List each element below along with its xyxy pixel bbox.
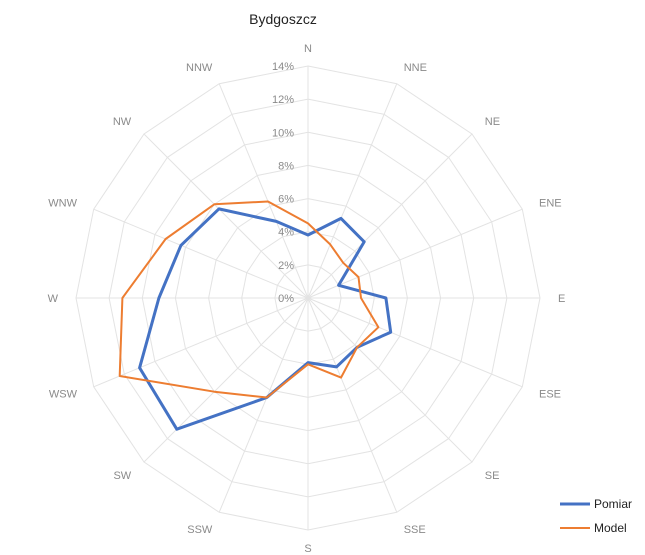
direction-label: W — [48, 293, 59, 305]
direction-label: S — [304, 543, 311, 555]
tick-label: 4% — [278, 227, 294, 239]
direction-label: WNW — [48, 197, 77, 209]
series-pomiar — [138, 207, 393, 431]
direction-label: NNW — [186, 62, 213, 74]
spoke-line — [143, 133, 309, 299]
direction-label: NNE — [404, 62, 427, 74]
direction-label: WSW — [49, 389, 78, 401]
spoke-line — [93, 297, 309, 388]
spoke-line — [93, 208, 309, 299]
tick-label: 2% — [278, 260, 294, 272]
direction-label: SSW — [187, 524, 213, 536]
chart-title: Bydgoszcz — [249, 11, 317, 27]
tick-label: 8% — [278, 160, 294, 172]
direction-labels: N NNE NE ENE E ESE SE SSE S SSW SW WSW W WNW NW NNW — [48, 43, 566, 555]
direction-label: SE — [485, 470, 500, 482]
direction-label: SSE — [404, 524, 426, 536]
tick-label: 14% — [272, 61, 294, 73]
spoke-line — [218, 83, 309, 299]
spoke-line — [307, 208, 523, 299]
spoke-line — [307, 297, 398, 513]
direction-label: NW — [113, 116, 132, 128]
direction-label: E — [558, 293, 565, 305]
direction-label: NE — [485, 116, 500, 128]
legend-label-model: Model — [594, 521, 627, 535]
spoke-line — [218, 297, 309, 513]
direction-label: ENE — [539, 197, 562, 209]
series-model — [118, 200, 380, 399]
spoke-line — [143, 297, 309, 463]
tick-label: 12% — [272, 94, 294, 106]
legend-label-pomiar: Pomiar — [594, 497, 632, 511]
direction-label: N — [304, 43, 312, 55]
tick-label: 0% — [278, 293, 294, 305]
spoke-line — [307, 133, 473, 299]
direction-label: SW — [113, 470, 131, 482]
tick-label: 6% — [278, 194, 294, 206]
radial-tick-labels: 0% 2% 4% 6% 8% 10% 12% 14% — [272, 61, 294, 305]
legend: Pomiar Model — [560, 497, 632, 535]
tick-label: 10% — [272, 127, 294, 139]
spoke-line — [307, 297, 473, 463]
grid — [75, 65, 541, 531]
spoke-line — [307, 83, 398, 299]
series-layer — [118, 200, 393, 431]
spoke-line — [307, 297, 523, 388]
direction-label: ESE — [539, 389, 561, 401]
